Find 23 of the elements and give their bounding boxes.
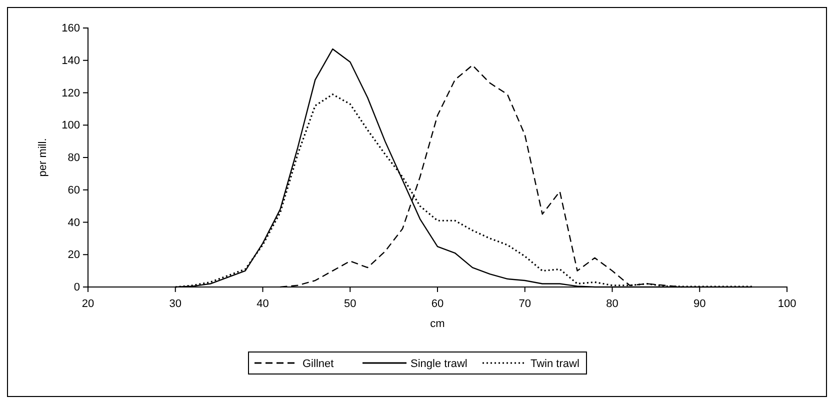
y-tick-label: 20 (68, 249, 80, 262)
y-tick-label: 60 (68, 184, 80, 196)
legend-label: Single trawl (410, 358, 468, 370)
x-tick-label: 20 (82, 298, 94, 310)
x-tick-label: 40 (256, 298, 269, 310)
x-tick-label: 100 (778, 298, 796, 310)
y-tick-label: 80 (68, 152, 80, 164)
y-tick-label: 40 (68, 216, 80, 229)
x-tick-label: 70 (518, 298, 531, 310)
y-tick-label: 160 (62, 22, 80, 35)
legend-label: Gillnet (302, 358, 334, 370)
y-tick-label: 140 (62, 54, 80, 67)
y-axis-title: per mill. (37, 138, 49, 177)
y-tick-label: 100 (62, 120, 80, 132)
y-tick-label: 0 (74, 282, 80, 294)
x-tick-label: 30 (169, 298, 182, 310)
x-tick-label: 80 (606, 298, 618, 310)
legend-label: Twin trawl (530, 358, 580, 370)
x-tick-label: 60 (431, 298, 444, 310)
x-axis-title: cm (430, 318, 445, 330)
x-tick-label: 90 (694, 298, 706, 310)
x-tick-label: 50 (344, 298, 356, 310)
y-tick-label: 120 (62, 87, 80, 100)
